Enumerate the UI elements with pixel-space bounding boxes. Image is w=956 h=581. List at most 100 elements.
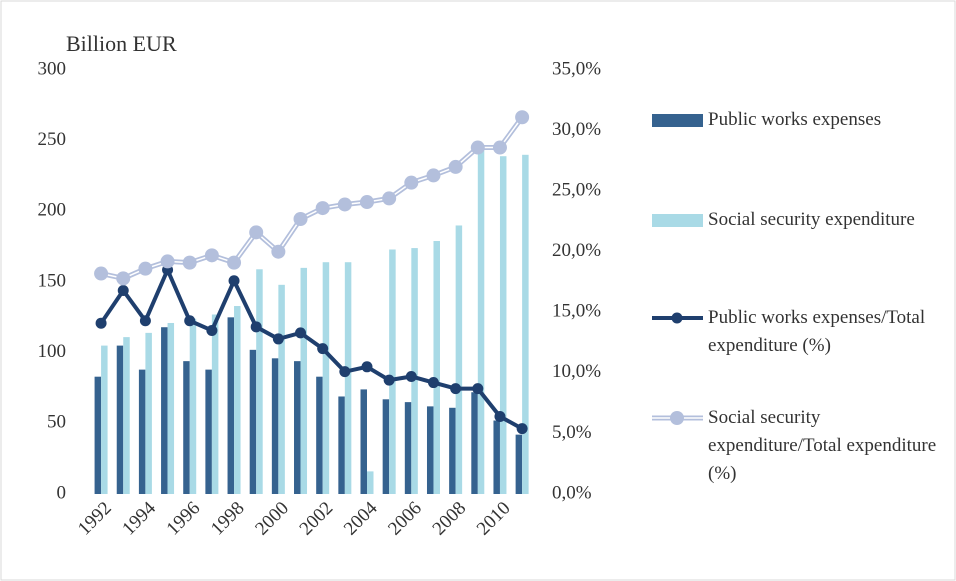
y-tick-label: 300 [38, 58, 67, 79]
line-marker [117, 284, 129, 296]
legend-label: Public works expenses [708, 109, 882, 130]
x-tick-label: 2000 [251, 498, 293, 540]
x-tick-label: 2006 [384, 498, 426, 540]
bar [123, 337, 130, 494]
bar [515, 434, 523, 494]
y-tick-label: 100 [38, 341, 67, 362]
line-marker [472, 383, 484, 395]
bar [101, 345, 108, 494]
x-tick-label: 2004 [340, 497, 382, 539]
bar [433, 241, 440, 494]
line-marker [337, 197, 352, 212]
x-tick-label: 1992 [74, 498, 116, 540]
bar [471, 392, 478, 494]
y-tick-label: 200 [38, 200, 67, 221]
legend-swatch [652, 114, 703, 127]
y2-tick-label: 15,0% [552, 301, 601, 322]
x-tick-label: 1994 [118, 497, 160, 539]
bar [426, 406, 434, 494]
line-marker [361, 361, 373, 373]
y2-tick-label: 5,0% [552, 422, 592, 443]
line-marker [448, 159, 463, 174]
bar [161, 327, 168, 494]
bar [183, 361, 190, 494]
line-marker [404, 175, 419, 190]
line-marker [516, 423, 528, 435]
bar [145, 332, 152, 494]
y-tick-label: 0 [57, 482, 67, 503]
x-tick-label: 2010 [473, 498, 515, 540]
line-marker [206, 324, 218, 336]
line-marker [515, 110, 530, 125]
y-tick-label: 250 [38, 129, 67, 150]
line-marker [94, 266, 109, 281]
line-marker [492, 140, 507, 155]
bar [167, 322, 175, 494]
y2-tick-label: 20,0% [552, 240, 601, 261]
line-marker [160, 254, 175, 269]
bar [211, 314, 219, 494]
bar [382, 399, 390, 494]
line-marker [228, 275, 240, 287]
legend-label: Social security expenditure/Total expend… [708, 407, 937, 484]
bar [116, 345, 124, 494]
bar [455, 225, 463, 494]
y-axis-title: Billion EUR [66, 31, 177, 56]
legend-marker [670, 411, 684, 425]
bar [300, 267, 308, 494]
bar [94, 376, 102, 494]
x-tick-label: 1996 [163, 498, 205, 540]
bar [227, 317, 235, 494]
bar [316, 376, 323, 494]
x-tick-label: 1998 [207, 498, 249, 540]
bar [389, 249, 396, 494]
bar [522, 154, 529, 495]
bar [205, 369, 212, 494]
line-marker [182, 255, 197, 270]
line-marker [250, 321, 262, 333]
bar [294, 361, 301, 494]
line-marker [494, 410, 506, 422]
line-marker [450, 383, 462, 395]
line-marker [317, 343, 329, 355]
y2-tick-label: 0,0% [552, 482, 592, 503]
bar [322, 262, 330, 494]
bar [344, 262, 352, 494]
bar [234, 306, 241, 494]
line-marker [315, 201, 330, 216]
line-marker [339, 366, 351, 378]
line-marker [116, 271, 131, 286]
line-marker [383, 374, 395, 386]
line-marker [95, 317, 107, 329]
line-marker [360, 195, 374, 210]
line-marker [204, 248, 219, 263]
bar [499, 156, 507, 495]
bar [189, 318, 197, 494]
bar [404, 402, 412, 494]
bar [249, 349, 257, 494]
bar [411, 248, 418, 494]
bar [256, 269, 263, 494]
bar [278, 284, 285, 494]
line-marker [227, 255, 242, 270]
line-marker [271, 244, 286, 259]
y-tick-label: 150 [38, 270, 67, 291]
bar [271, 358, 279, 494]
y2-tick-label: 10,0% [552, 361, 601, 382]
line-marker [184, 315, 196, 327]
x-tick-label: 2002 [296, 498, 338, 540]
bar [449, 407, 456, 494]
bar [338, 396, 345, 494]
line-marker [382, 191, 397, 206]
line-marker [138, 261, 153, 276]
line-marker [272, 333, 284, 345]
line-marker [293, 212, 308, 227]
line-marker [295, 327, 307, 339]
bar [138, 369, 146, 494]
legend-label: Social security expenditure [708, 209, 915, 230]
legend-marker [671, 312, 683, 324]
line-marker [405, 370, 417, 382]
